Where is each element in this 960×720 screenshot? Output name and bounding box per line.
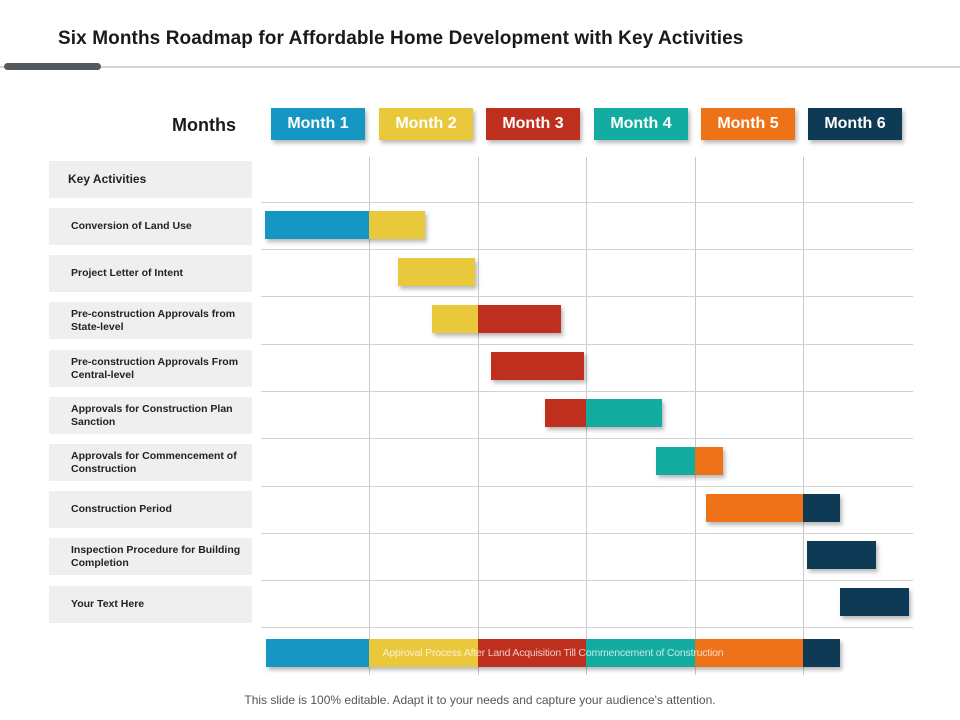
grid-line-horizontal bbox=[261, 296, 913, 297]
bar-segment-month-2 bbox=[369, 211, 425, 239]
gantt-bar-preconstruction-central bbox=[491, 352, 584, 380]
grid-line-vertical bbox=[369, 157, 370, 675]
gantt-bar-conversion-of-land-use bbox=[265, 211, 425, 239]
key-activities-header: Key Activities bbox=[49, 161, 252, 198]
grid-line-horizontal bbox=[261, 533, 913, 534]
summary-segment-month-6 bbox=[803, 639, 840, 667]
summary-segment-month-4 bbox=[586, 639, 695, 667]
summary-label: Approval Process After Land Acquisition … bbox=[382, 647, 724, 659]
activity-label: Pre-construction Approvals from State-le… bbox=[49, 302, 252, 339]
bar-segment-month-6 bbox=[807, 541, 876, 569]
summary-segment-month-3 bbox=[478, 639, 586, 667]
bar-segment-month-3 bbox=[478, 305, 561, 333]
months-label: Months bbox=[172, 115, 236, 135]
page-title: Six Months Roadmap for Affordable Home D… bbox=[58, 28, 744, 49]
bar-segment-month-2 bbox=[432, 305, 478, 333]
gantt-bar-inspection bbox=[807, 541, 876, 569]
month-header-1: Month 1 bbox=[271, 108, 365, 140]
summary-segment-month-5 bbox=[695, 639, 803, 667]
activity-label: Approvals for Construction Plan Sanction bbox=[49, 397, 252, 434]
gantt-bar-project-letter-of-intent bbox=[398, 258, 475, 286]
activity-label: Inspection Procedure for Building Comple… bbox=[49, 538, 252, 575]
gantt-bar-preconstruction-state bbox=[432, 305, 561, 333]
bar-segment-month-4 bbox=[586, 399, 662, 427]
month-header-3: Month 3 bbox=[486, 108, 580, 140]
activity-label: Your Text Here bbox=[49, 586, 252, 623]
title-accent-bar bbox=[4, 63, 101, 70]
grid-line-horizontal bbox=[261, 486, 913, 487]
grid-line-vertical bbox=[478, 157, 479, 675]
bar-segment-month-4 bbox=[656, 447, 695, 475]
summary-bar: Approval Process After Land Acquisition … bbox=[266, 639, 840, 667]
gantt-bar-construction-period bbox=[706, 494, 840, 522]
bar-segment-month-3 bbox=[491, 352, 584, 380]
summary-segment-month-2 bbox=[369, 639, 478, 667]
bar-segment-month-5 bbox=[695, 447, 723, 475]
month-header-4: Month 4 bbox=[594, 108, 688, 140]
summary-segment-month-1 bbox=[266, 639, 369, 667]
gantt-bar-your-text-here bbox=[840, 588, 909, 616]
activity-label: Conversion of Land Use bbox=[49, 208, 252, 245]
footer-note: This slide is 100% editable. Adapt it to… bbox=[244, 693, 716, 707]
gantt-bar-construction-plan-sanction bbox=[545, 399, 662, 427]
gantt-bar-commencement bbox=[656, 447, 723, 475]
month-header-5: Month 5 bbox=[701, 108, 795, 140]
grid-line-vertical bbox=[803, 157, 804, 675]
grid-line-horizontal bbox=[261, 627, 913, 628]
bar-segment-month-1 bbox=[265, 211, 369, 239]
grid-line-vertical bbox=[695, 157, 696, 675]
bar-segment-month-6 bbox=[803, 494, 840, 522]
activity-label: Project Letter of Intent bbox=[49, 255, 252, 292]
activity-label: Approvals for Commencement of Constructi… bbox=[49, 444, 252, 481]
activity-label: Construction Period bbox=[49, 491, 252, 528]
grid-line-horizontal bbox=[261, 249, 913, 250]
month-header-2: Month 2 bbox=[379, 108, 473, 140]
grid-line-horizontal bbox=[261, 202, 913, 203]
grid-line-horizontal bbox=[261, 391, 913, 392]
bar-segment-month-3 bbox=[545, 399, 586, 427]
grid-line-horizontal bbox=[261, 438, 913, 439]
bar-segment-month-5 bbox=[706, 494, 803, 522]
title-divider bbox=[0, 66, 960, 68]
activity-label: Pre-construction Approvals From Central-… bbox=[49, 350, 252, 387]
bar-segment-month-2 bbox=[398, 258, 475, 286]
month-header-6: Month 6 bbox=[808, 108, 902, 140]
grid-line-horizontal bbox=[261, 344, 913, 345]
grid-line-horizontal bbox=[261, 580, 913, 581]
bar-segment-month-6 bbox=[840, 588, 909, 616]
